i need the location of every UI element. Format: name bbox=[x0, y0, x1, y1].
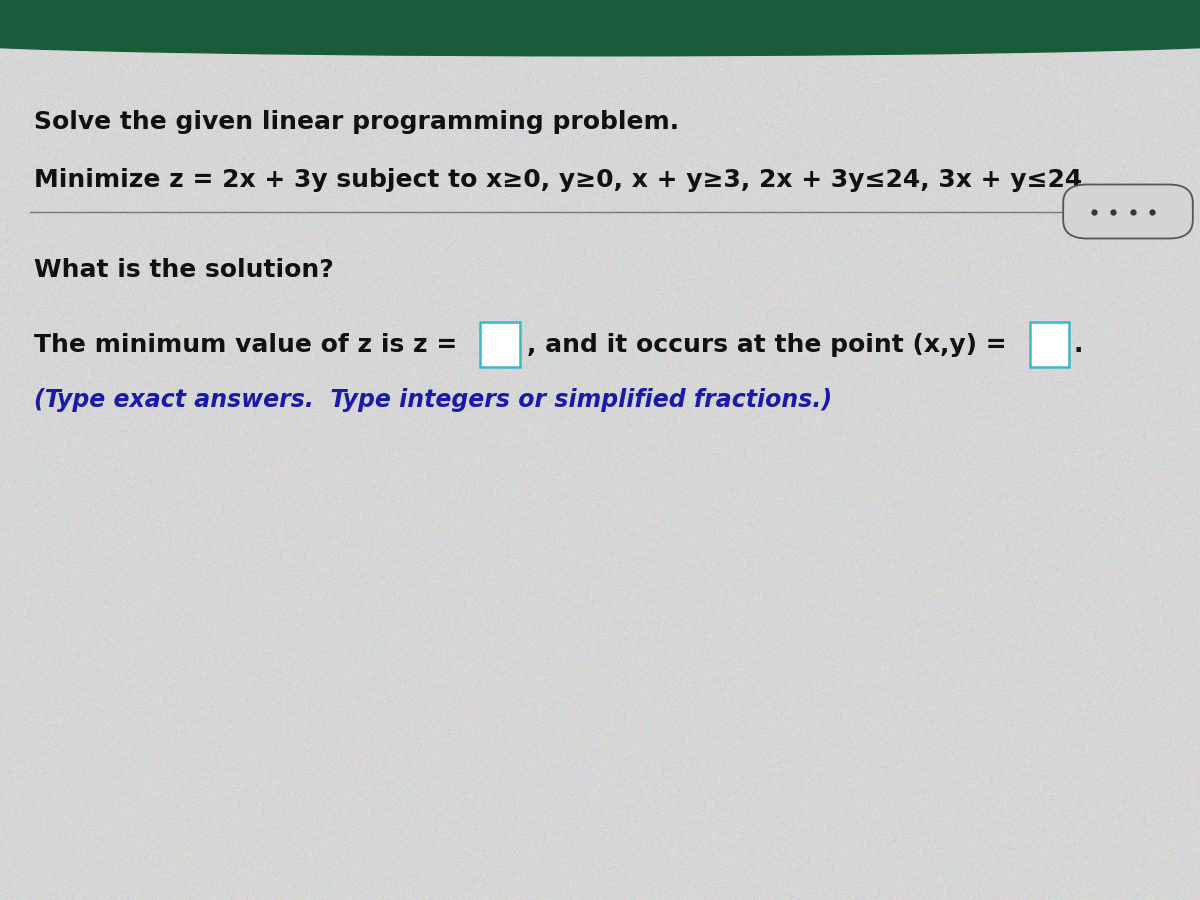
FancyBboxPatch shape bbox=[480, 322, 520, 367]
Text: What is the solution?: What is the solution? bbox=[34, 258, 334, 282]
Text: .: . bbox=[1074, 333, 1084, 356]
Ellipse shape bbox=[0, 20, 1200, 56]
FancyBboxPatch shape bbox=[1063, 184, 1193, 239]
Bar bbox=[0, 0, 1200, 38]
FancyBboxPatch shape bbox=[1030, 322, 1069, 367]
Text: Minimize z = 2x + 3y subject to x≥0, y≥0, x + y≥3, 2x + 3y≤24, 3x + y≤24: Minimize z = 2x + 3y subject to x≥0, y≥0… bbox=[34, 168, 1082, 192]
Text: Solve the given linear programming problem.: Solve the given linear programming probl… bbox=[34, 110, 679, 133]
Text: (Type exact answers.  Type integers or simplified fractions.): (Type exact answers. Type integers or si… bbox=[34, 389, 832, 412]
Text: , and it occurs at the point (x,y) =: , and it occurs at the point (x,y) = bbox=[527, 333, 1007, 356]
Text: The minimum value of z is z =: The minimum value of z is z = bbox=[34, 333, 457, 356]
